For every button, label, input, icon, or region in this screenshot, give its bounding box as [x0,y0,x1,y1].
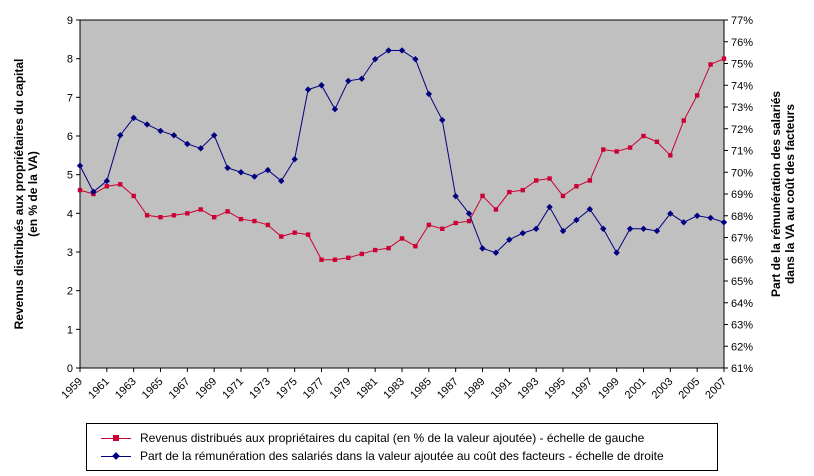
svg-text:1969: 1969 [193,376,219,402]
svg-text:1993: 1993 [515,376,541,402]
left-axis-title-line2: (en % de la VA) [26,151,40,237]
svg-text:1971: 1971 [220,376,246,402]
series2-line-diamond-marker-icon [101,451,131,461]
svg-text:5: 5 [67,170,73,182]
svg-text:1997: 1997 [569,376,595,402]
chart-svg: 0 1 2 3 4 5 6 7 8 9 61% 62% 63% 64% 65% 66% 67% 68% 69% 70%… [59,15,753,402]
svg-text:67%: 67% [731,233,753,245]
left-axis-title-line1: Revenus distribués aux propriétaires du … [12,58,26,330]
svg-text:77%: 77% [731,15,753,27]
right-axis-title-line1: Part de la rémunération des salariés [769,90,783,298]
svg-text:1981: 1981 [354,376,380,402]
svg-text:1989: 1989 [462,376,488,402]
svg-text:62%: 62% [731,341,753,353]
left-axis-title: Revenus distribués aux propriétaires du … [12,59,40,330]
svg-text:1991: 1991 [489,376,515,402]
svg-text:1983: 1983 [381,376,407,402]
svg-text:69%: 69% [731,189,753,201]
svg-text:66%: 66% [731,254,753,266]
svg-text:1967: 1967 [167,376,193,402]
svg-text:1987: 1987 [435,376,461,402]
svg-text:76%: 76% [731,37,753,49]
series1-line-square-marker-icon [101,434,131,443]
svg-text:70%: 70% [731,167,753,179]
svg-text:2: 2 [67,286,73,298]
svg-text:75%: 75% [731,59,753,71]
svg-text:1979: 1979 [328,376,354,402]
svg-text:1963: 1963 [113,376,139,402]
svg-text:63%: 63% [731,320,753,332]
svg-text:2005: 2005 [676,376,702,402]
legend-label-series2: Part de la rémunération des salariés dan… [140,449,664,463]
svg-text:4: 4 [67,208,73,220]
svg-text:1: 1 [67,324,73,336]
svg-text:2007: 2007 [703,376,729,402]
svg-text:1995: 1995 [542,376,568,402]
svg-text:61%: 61% [731,363,753,375]
legend-item: Revenus distribués aux propriétaires du … [101,431,703,445]
svg-text:1965: 1965 [140,376,166,402]
svg-text:1985: 1985 [408,376,434,402]
svg-text:1959: 1959 [59,376,85,402]
svg-text:6: 6 [67,131,73,143]
svg-text:3: 3 [67,247,73,259]
svg-text:72%: 72% [731,124,753,136]
svg-text:9: 9 [67,15,73,27]
svg-text:2001: 2001 [623,376,649,402]
svg-text:64%: 64% [731,298,753,310]
legend-label-series1: Revenus distribués aux propriétaires du … [140,431,645,445]
svg-text:8: 8 [67,54,73,66]
svg-text:1999: 1999 [596,376,622,402]
svg-text:74%: 74% [731,80,753,92]
svg-text:68%: 68% [731,211,753,223]
svg-text:0: 0 [67,363,73,375]
chart-legend: Revenus distribués aux propriétaires du … [86,423,718,471]
svg-text:1973: 1973 [247,376,273,402]
svg-text:1975: 1975 [274,376,300,402]
right-axis-title-line2: dans la VA au coût des facteurs [783,103,797,285]
svg-text:65%: 65% [731,276,753,288]
svg-text:71%: 71% [731,146,753,158]
svg-text:73%: 73% [731,102,753,114]
svg-text:2003: 2003 [650,376,676,402]
svg-text:1961: 1961 [86,376,112,402]
right-axis-title: Part de la rémunération des salariés dan… [769,91,797,297]
svg-text:7: 7 [67,92,73,104]
legend-item: Part de la rémunération des salariés dan… [101,449,703,463]
svg-text:1977: 1977 [301,376,327,402]
